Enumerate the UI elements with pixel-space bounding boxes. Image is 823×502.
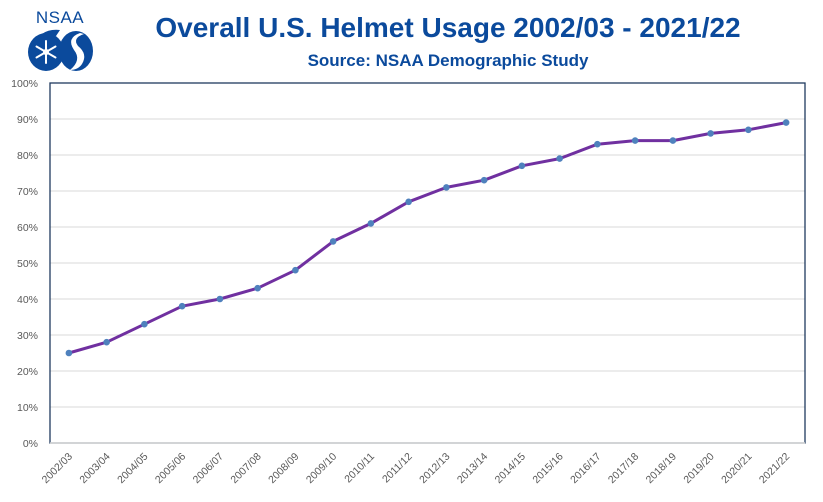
data-point [254, 284, 261, 292]
data-point [141, 320, 148, 328]
data-point [745, 126, 752, 134]
chart-subtitle: Source: NSAA Demographic Study [307, 51, 589, 70]
x-tick-label: 2021/22 [757, 451, 792, 486]
y-tick-label: 30% [17, 330, 38, 342]
x-tick-label: 2011/12 [380, 451, 415, 486]
y-tick-label: 100% [11, 78, 38, 90]
data-point [367, 220, 375, 227]
y-tick-label: 70% [17, 186, 38, 198]
data-point [631, 137, 639, 144]
series-line [68, 121, 787, 355]
data-point [594, 140, 601, 148]
x-tick-label: 2005/06 [153, 451, 188, 486]
x-tick-label: 2003/04 [77, 451, 112, 486]
y-tick-label: 0% [23, 438, 38, 450]
x-tick-label: 2014/15 [493, 451, 528, 486]
chart-title: Overall U.S. Helmet Usage 2002/03 - 2021… [155, 12, 741, 43]
data-point [178, 302, 186, 310]
x-tick-label: 2015/16 [530, 451, 565, 486]
x-tick-label: 2012/13 [417, 451, 452, 486]
x-tick-label: 2013/14 [455, 451, 490, 486]
x-tick-label: 2016/17 [568, 451, 603, 486]
data-point [292, 266, 299, 274]
data-point [480, 176, 488, 184]
y-tick-label: 80% [17, 150, 38, 162]
x-tick-label: 2007/08 [228, 451, 263, 486]
x-tick-label: 2008/09 [266, 451, 301, 486]
data-point [329, 238, 337, 245]
x-tick-label: 2009/10 [304, 451, 339, 486]
x-tick-label: 2004/05 [115, 451, 150, 486]
data-point [556, 155, 563, 162]
data-point [405, 198, 412, 206]
y-tick-label: 20% [17, 366, 38, 378]
x-tick-label: 2002/03 [40, 451, 75, 486]
data-point [216, 295, 224, 303]
data-point [782, 119, 790, 126]
gridlines [50, 118, 805, 444]
series-helmet-usage [65, 119, 790, 357]
x-tick-label: 2006/07 [191, 451, 226, 486]
x-tick-label: 2017/18 [606, 451, 641, 486]
nsaa-60-snowflake-logo-icon [28, 29, 93, 71]
data-point [443, 184, 450, 191]
data-point [707, 130, 714, 137]
x-axis-tick-labels: 2002/03 2003/04 2004/05 2005/06 2006/07 2007/… [40, 451, 793, 486]
data-point [518, 162, 526, 170]
y-tick-label: 90% [17, 114, 38, 126]
logo-text: NSAA [35, 8, 85, 27]
y-tick-label: 50% [17, 258, 38, 270]
x-tick-label: 2019/20 [681, 451, 716, 486]
x-tick-label: 2010/11 [342, 451, 377, 486]
data-point [65, 349, 73, 357]
nsaa-logo: NSAA [22, 8, 98, 71]
y-tick-label: 60% [17, 222, 38, 234]
y-axis-tick-labels: 0% 10% 20% 30% 40% 50% 60% 70% 80% 90% 100% [11, 78, 38, 450]
x-tick-label: 2018/19 [644, 451, 679, 486]
y-tick-label: 40% [17, 294, 38, 306]
data-point [669, 137, 677, 144]
x-tick-label: 2020/21 [719, 451, 754, 486]
data-point [103, 338, 110, 346]
y-tick-label: 10% [17, 402, 38, 414]
